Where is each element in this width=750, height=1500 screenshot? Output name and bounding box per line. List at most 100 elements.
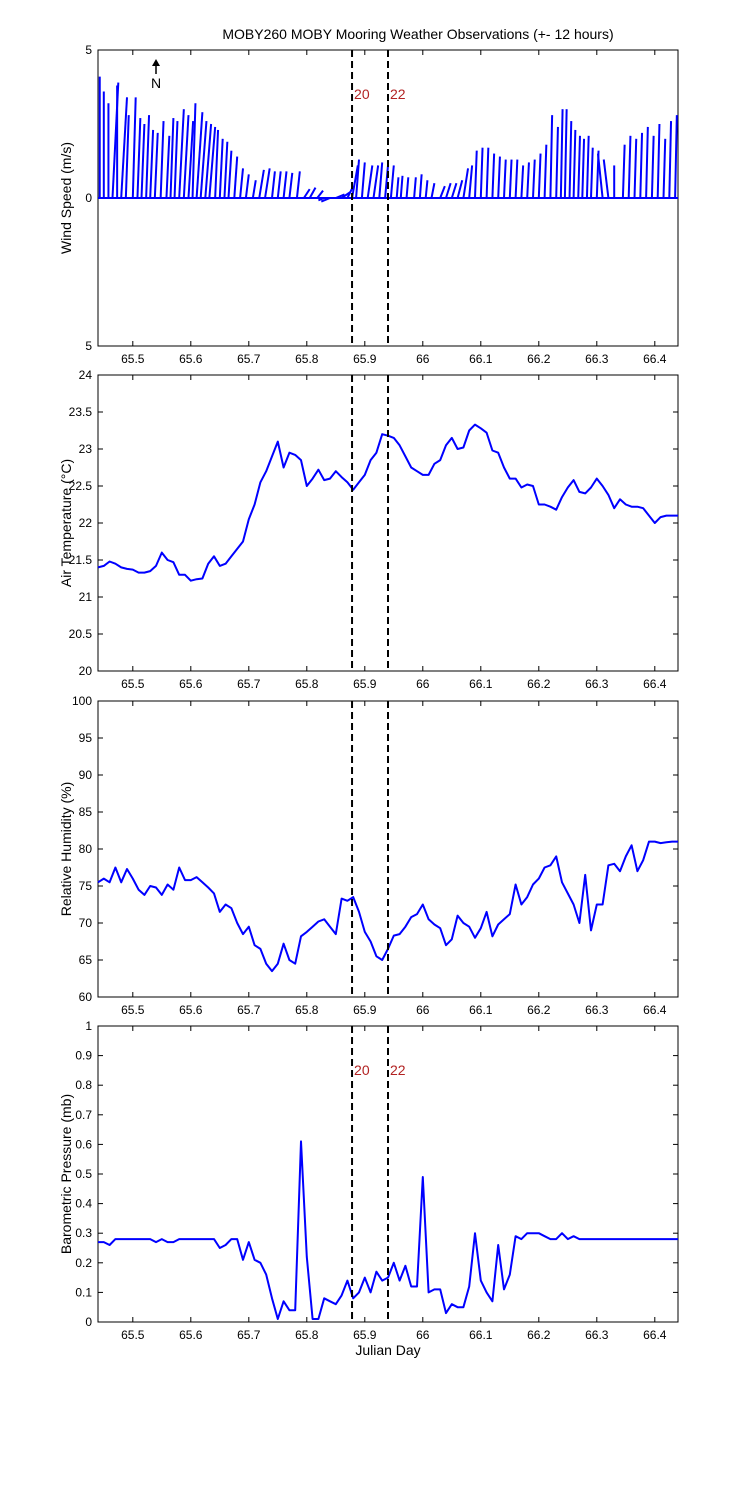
y-tick-label: 0.7: [75, 1108, 92, 1122]
wind-vector: [173, 121, 179, 199]
x-tick-label: 66.3: [585, 1328, 609, 1342]
y-tick-label: 23.5: [69, 405, 93, 419]
wind-vector: [233, 156, 239, 199]
y-tick-label: 5: [85, 339, 92, 353]
wind-vector: [351, 165, 359, 199]
wind-vector: [165, 135, 171, 199]
y-tick-label: 75: [79, 879, 93, 893]
wind-vector: [308, 187, 317, 199]
wind-vector: [585, 135, 590, 199]
wind-vector: [405, 177, 410, 199]
wind-vector: [508, 159, 513, 199]
x-tick-label: 65.7: [237, 1003, 261, 1017]
wind-vector: [191, 103, 197, 199]
x-tick-label: 66.3: [585, 1003, 609, 1017]
panel-relative_humidity: 65.5 65.6 65.7 65.8 65.9 66 66.1 66.2 66.3 66.4 60…: [58, 694, 679, 1017]
wind-vector: [276, 171, 282, 199]
wind-vector: [264, 168, 271, 199]
time-marker-label: 20: [354, 1062, 370, 1078]
wind-vector: [372, 165, 380, 199]
x-tick-label: 66.1: [469, 1003, 493, 1017]
y-axis-label: Air Temperature (°C): [58, 459, 74, 587]
wind-vector: [149, 129, 155, 199]
wind-vector: [621, 144, 626, 199]
x-tick-label: 66.3: [585, 677, 609, 691]
wind-vector: [526, 162, 530, 199]
y-tick-label: 0: [85, 191, 92, 205]
wind-vector: [627, 135, 632, 199]
y-tick-label: 0.8: [75, 1078, 92, 1092]
wind-vector: [491, 153, 496, 199]
wind-vector: [430, 183, 436, 199]
y-tick-label: 0.5: [75, 1167, 92, 1181]
wind-vector: [239, 168, 244, 199]
wind-vector: [251, 180, 257, 199]
wind-vector: [223, 141, 229, 199]
y-tick-label: 70: [79, 916, 93, 930]
wind-vector: [303, 188, 311, 199]
wind-vector: [389, 165, 395, 199]
x-tick-label: 65.6: [179, 1328, 203, 1342]
wind-vector: [462, 168, 470, 199]
wind-vector: [318, 197, 325, 202]
wind-vector: [140, 123, 146, 199]
time-marker-label: 22: [390, 1062, 406, 1078]
x-tick-label: 65.7: [237, 352, 261, 366]
y-tick-label: 20.5: [69, 627, 93, 641]
panel-wind: 65.5 65.6 65.7 65.8 65.9 66 66.1 66.2 66.3 66.4 5 0…: [58, 43, 679, 366]
x-tick-label: 66.2: [527, 1328, 551, 1342]
wind-vector: [204, 123, 213, 199]
x-tick-label: 66: [416, 677, 430, 691]
wind-vector: [335, 193, 345, 199]
wind-vector: [543, 144, 548, 199]
x-tick-label: 65.8: [295, 677, 319, 691]
wind-vector: [145, 115, 151, 199]
wind-vector: [413, 177, 417, 199]
y-axis-label: Wind Speed (m/s): [58, 142, 74, 254]
x-tick-label: 65.9: [353, 352, 377, 366]
y-tick-label: 21.5: [69, 553, 93, 567]
wind-vector: [674, 115, 678, 199]
wind-vector: [479, 147, 484, 199]
wind-vector: [378, 162, 384, 199]
wind-vector: [474, 150, 478, 199]
y-tick-label: 85: [79, 805, 93, 819]
y-tick-label: 22.5: [69, 479, 93, 493]
x-tick-label: 66.4: [643, 1328, 667, 1342]
y-tick-label: 95: [79, 731, 93, 745]
north-arrow-icon: [152, 59, 160, 74]
wind-vector: [120, 97, 128, 199]
panel-air_temperature: 65.5 65.6 65.7 65.8 65.9 66 66.1 66.2 66.3 66.4 20…: [58, 368, 679, 691]
wind-vector: [320, 197, 331, 203]
wind-vector: [514, 159, 519, 199]
wind-vector: [131, 97, 137, 199]
x-tick-label: 66.1: [469, 1328, 493, 1342]
series-line-barometric_pressure: [98, 1140, 678, 1320]
time-marker-label: 20: [354, 86, 370, 102]
wind-vector: [244, 174, 250, 199]
x-tick-label: 65.5: [121, 1328, 145, 1342]
x-tick-label: 65.7: [237, 1328, 261, 1342]
x-tick-label: 65.9: [353, 677, 377, 691]
wind-vector: [485, 147, 490, 199]
wind-vector: [577, 135, 581, 199]
wind-vector: [555, 126, 559, 199]
x-tick-label: 66: [416, 1003, 430, 1017]
wind-vector: [568, 121, 573, 199]
x-tick-label: 66.4: [643, 1003, 667, 1017]
wind-vector: [549, 115, 554, 199]
y-tick-label: 65: [79, 953, 93, 967]
wind-vector: [124, 115, 130, 199]
x-tick-label: 65.5: [121, 352, 145, 366]
y-tick-label: 0.9: [75, 1049, 92, 1063]
wind-vector: [295, 171, 301, 199]
wind-vector: [199, 120, 208, 199]
wind-vector: [497, 156, 501, 199]
wind-vector: [590, 147, 594, 199]
y-axis-label: Relative Humidity (%): [58, 782, 74, 917]
wind-vector: [214, 129, 220, 199]
x-axis-label: Julian Day: [355, 1342, 420, 1358]
y-tick-label: 24: [79, 368, 93, 382]
x-tick-label: 66.2: [527, 352, 551, 366]
wind-vector: [662, 138, 667, 199]
